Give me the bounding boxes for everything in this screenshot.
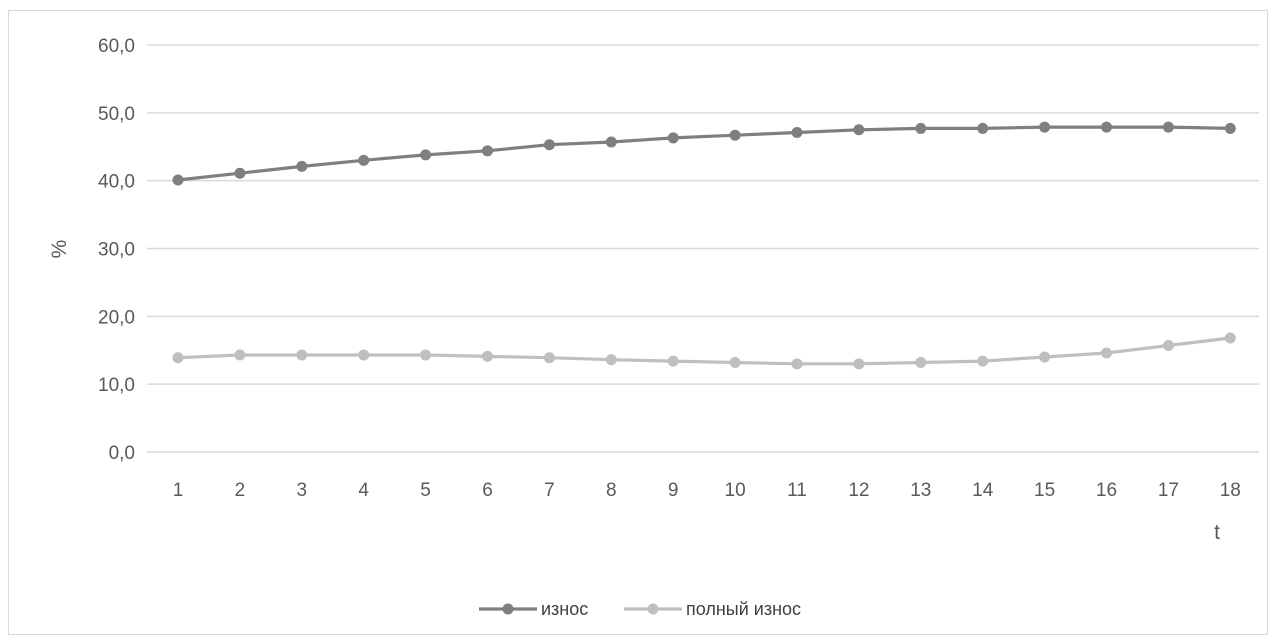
data-point: [1101, 347, 1112, 359]
y-tick-label: 40,0: [98, 172, 135, 193]
series-line: [176, 336, 1232, 366]
series-layer: [172, 121, 1236, 370]
data-point: [1039, 351, 1051, 363]
data-point: [977, 355, 989, 367]
data-point: [172, 174, 184, 186]
data-point: [172, 352, 184, 364]
gridlines: [147, 44, 1259, 453]
x-tick-label: 10: [725, 480, 746, 501]
data-point: [605, 354, 617, 366]
y-tick-label: 20,0: [98, 307, 135, 328]
x-tick-label: 18: [1220, 480, 1241, 501]
data-point: [482, 350, 493, 362]
data-point: [234, 167, 246, 179]
y-axis-tick-labels: 0,0 10,0 20,0 30,0 40,0 50,0 60,0: [98, 36, 135, 464]
x-tick-label: 13: [910, 480, 931, 501]
x-axis-tick-labels: 1 2 3 4 5 6 7 8 9 10 11 12 13 14 15 16 17 18: [173, 480, 1241, 501]
data-point: [1162, 340, 1174, 352]
data-point: [296, 349, 308, 361]
x-tick-label: 3: [297, 480, 308, 501]
y-tick-label: 60,0: [98, 36, 135, 57]
legend-marker: [502, 603, 514, 615]
y-tick-label: 30,0: [98, 240, 135, 261]
series-1: [172, 121, 1236, 186]
legend-label: износ: [541, 599, 588, 619]
data-point: [296, 160, 308, 172]
y-axis-title: %: [48, 240, 71, 259]
x-tick-label: 8: [606, 480, 617, 501]
data-point: [1224, 332, 1236, 344]
data-point: [853, 358, 865, 370]
x-tick-label: 7: [544, 480, 555, 501]
data-point: [729, 129, 741, 141]
x-tick-label: 9: [668, 480, 679, 501]
data-point: [977, 122, 989, 134]
data-point: [1162, 121, 1174, 133]
line-chart: 0,010,020,030,040,050,060,0 1 2 3 4 5 6 7 8 9 10 1…: [48, 36, 1259, 619]
x-tick-label: 4: [358, 480, 369, 501]
legend-marker: [647, 603, 659, 615]
data-point: [791, 358, 803, 370]
data-point: [1101, 121, 1112, 133]
data-point: [667, 132, 679, 144]
series-line: [176, 125, 1232, 182]
data-point: [853, 124, 865, 136]
x-tick-label: 16: [1096, 480, 1117, 501]
chart-frame: 0,0 10,0 20,0 30,0 40,0 50,0 60,0 1 2 3 4 5 6 7 8 9 10 1…: [8, 10, 1268, 635]
data-point: [358, 349, 370, 361]
x-tick-label: 6: [482, 480, 493, 501]
data-point: [667, 355, 679, 367]
x-tick-label: 17: [1158, 480, 1179, 501]
series-2: [172, 332, 1236, 370]
x-tick-label: 12: [848, 480, 869, 501]
y-tick-label: 10,0: [98, 375, 135, 396]
x-tick-label: 2: [235, 480, 246, 501]
data-point: [420, 149, 432, 161]
legend-item: износ: [479, 599, 588, 619]
data-point: [420, 349, 432, 361]
data-point: [605, 136, 617, 148]
legend-label: полный износ: [686, 599, 801, 619]
x-axis-title: t: [1214, 521, 1220, 544]
x-tick-label: 11: [787, 480, 807, 501]
data-point: [358, 154, 370, 166]
legend: износ полный износ: [479, 599, 801, 619]
data-point: [543, 352, 555, 364]
x-tick-label: 5: [420, 480, 431, 501]
data-point: [543, 139, 555, 151]
data-point: [915, 356, 927, 368]
x-tick-label: 15: [1034, 480, 1055, 501]
data-point: [1224, 122, 1236, 134]
y-tick-label: 50,0: [98, 104, 135, 125]
x-tick-label: 1: [173, 480, 184, 501]
data-point: [482, 145, 493, 157]
data-point: [729, 356, 741, 368]
y-tick-label: 0,0: [109, 443, 135, 464]
data-point: [915, 122, 927, 134]
data-point: [234, 349, 246, 361]
x-tick-label: 14: [972, 480, 994, 501]
legend-item: полный износ: [624, 599, 801, 619]
data-point: [791, 127, 803, 139]
data-point: [1039, 121, 1051, 133]
